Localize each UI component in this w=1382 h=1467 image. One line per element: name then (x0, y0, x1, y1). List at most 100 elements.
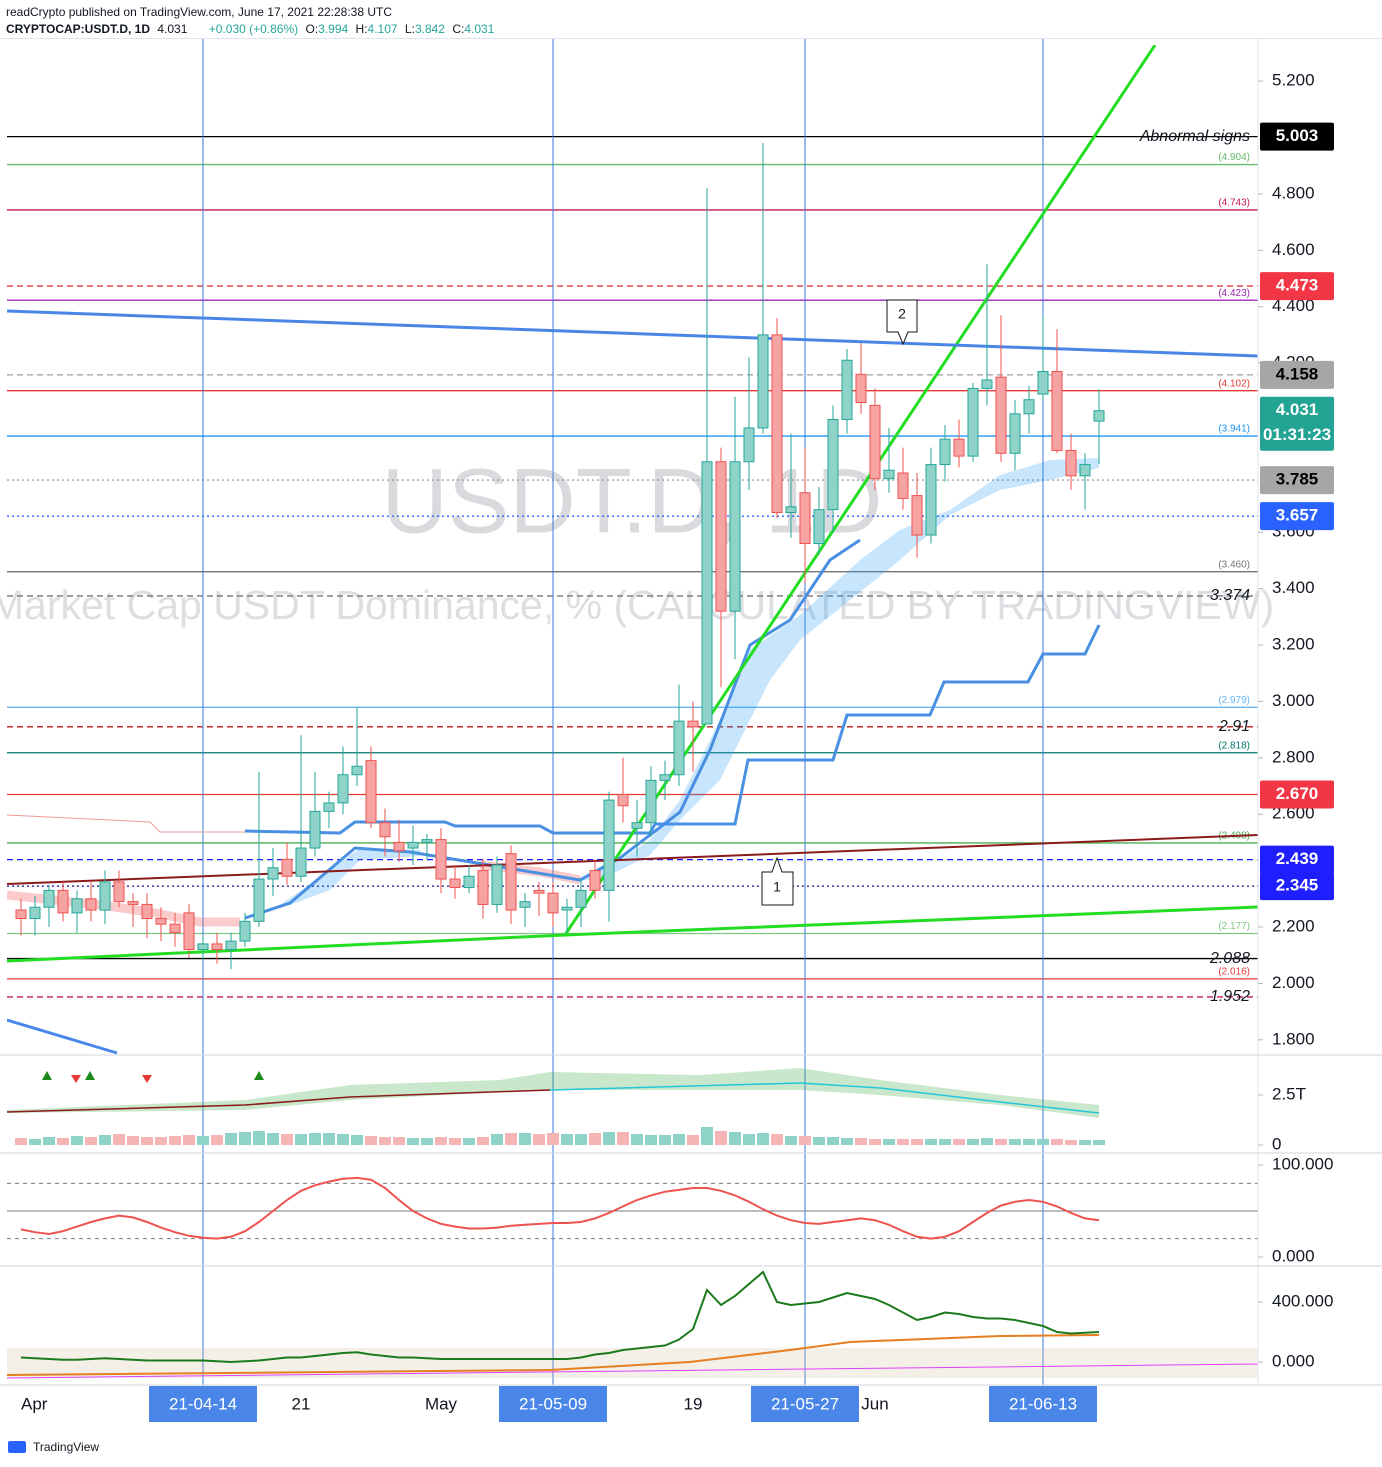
candle-body (939, 438, 951, 466)
candle-body (1065, 449, 1077, 477)
price-tag-label: 4.158 (1276, 364, 1319, 383)
volume-bar (799, 1136, 811, 1145)
indicator-panes (7, 1127, 1258, 1364)
candle-body (477, 870, 489, 905)
y-tick-label: 3.000 (1272, 691, 1315, 710)
candle-body (911, 495, 923, 536)
candle-body (701, 461, 713, 725)
trend-line (7, 834, 1258, 885)
volume-bar (295, 1134, 307, 1145)
candle-body (841, 359, 853, 420)
volume-bar (575, 1134, 587, 1145)
volume-bar (547, 1133, 559, 1145)
candle-body (15, 909, 27, 920)
x-tick-label: 21 (292, 1394, 311, 1413)
candle-body (771, 334, 783, 513)
candle-body (295, 847, 307, 877)
y-tick-label: 5.200 (1272, 71, 1315, 90)
volume-bar (631, 1134, 643, 1145)
level-label: (4.102) (1218, 378, 1250, 389)
candle-body (925, 464, 937, 536)
candle-body (253, 878, 265, 922)
x-tick-label: Jun (861, 1394, 888, 1413)
y-tick-label: 0.000 (1272, 1246, 1315, 1265)
volume-bar (211, 1135, 223, 1145)
volume-bar (337, 1134, 349, 1145)
level-label: Abnormal signs (1139, 128, 1250, 145)
candle-body (127, 901, 139, 905)
volume-bar (393, 1137, 405, 1145)
high-label: H: (356, 22, 368, 36)
x-tick-label: 21-06-13 (1009, 1394, 1077, 1413)
last-price: 4.031 (157, 22, 187, 36)
volume-bar (71, 1136, 83, 1145)
candle-body (1051, 371, 1063, 451)
level-label: (3.941) (1218, 424, 1250, 435)
cloud (580, 458, 1099, 880)
arrow (142, 1075, 152, 1083)
volume-bar (463, 1138, 475, 1145)
volume-bar (1093, 1140, 1105, 1145)
price-tag-label: 3.785 (1276, 470, 1319, 489)
callout (761, 856, 794, 906)
volume-bar (785, 1136, 797, 1145)
x-label-box (149, 1386, 257, 1422)
volume-bar (645, 1135, 657, 1145)
candle-body (1037, 371, 1049, 395)
level-label: (2.979) (1218, 695, 1250, 706)
y-tick-label: 0.000 (1272, 1352, 1315, 1371)
countdown: 01:31:23 (1263, 425, 1331, 444)
volume-bar (659, 1135, 671, 1145)
volume-bar (701, 1127, 713, 1145)
volume-bar (589, 1133, 601, 1145)
candle-body (995, 376, 1007, 454)
symbol-legend: CRYPTOCAP:USDT.D, 1D 4.031 +0.030 (+0.86… (6, 22, 495, 36)
x-tick-label: 19 (684, 1394, 703, 1413)
candle-body (113, 881, 125, 903)
candle-body (225, 940, 237, 951)
low-value: 3.842 (415, 22, 445, 36)
red-line (7, 814, 245, 833)
volume-bar (757, 1133, 769, 1145)
volume-bar (351, 1135, 363, 1145)
candle-body (71, 898, 83, 914)
candle-body (99, 881, 111, 911)
candle-body (855, 373, 867, 404)
volume-bar (127, 1136, 139, 1145)
callout-label: 2 (898, 306, 906, 322)
arrow (85, 1071, 95, 1080)
volume-bar (855, 1138, 867, 1145)
candles (15, 143, 1105, 970)
candle-body (43, 889, 55, 908)
y-tick-label: 4.800 (1272, 183, 1315, 202)
candle-body (155, 918, 167, 925)
volume-bar (99, 1135, 111, 1145)
price-tag (1260, 780, 1334, 809)
candle-body (967, 387, 979, 457)
high-value: 4.107 (368, 22, 398, 36)
volume-ma (549, 1082, 1100, 1114)
candle-body (519, 901, 531, 908)
volume-bar (281, 1134, 293, 1145)
y-tick-label: 100.000 (1272, 1155, 1333, 1174)
candle-body (743, 427, 755, 463)
step-line (244, 624, 1101, 835)
level-label: 2.91 (1218, 718, 1250, 735)
volume-bar (169, 1136, 181, 1145)
drawings (7, 45, 1258, 1055)
candle-body (211, 943, 223, 951)
volume-bar (323, 1133, 335, 1145)
pane-drawings (6, 1068, 1259, 1379)
price-tag-label: 2.345 (1276, 876, 1319, 895)
candle-body (897, 472, 909, 499)
price-tag-label: 2.439 (1276, 849, 1319, 868)
y-tick-label: 400.000 (1272, 1292, 1333, 1311)
volume-bar (925, 1139, 937, 1145)
candle-body (463, 875, 475, 889)
signal-line (6, 1334, 1100, 1376)
price-tag (1260, 872, 1334, 901)
candle-body (505, 853, 517, 911)
candle-body (687, 720, 699, 728)
candle-body (799, 492, 811, 545)
